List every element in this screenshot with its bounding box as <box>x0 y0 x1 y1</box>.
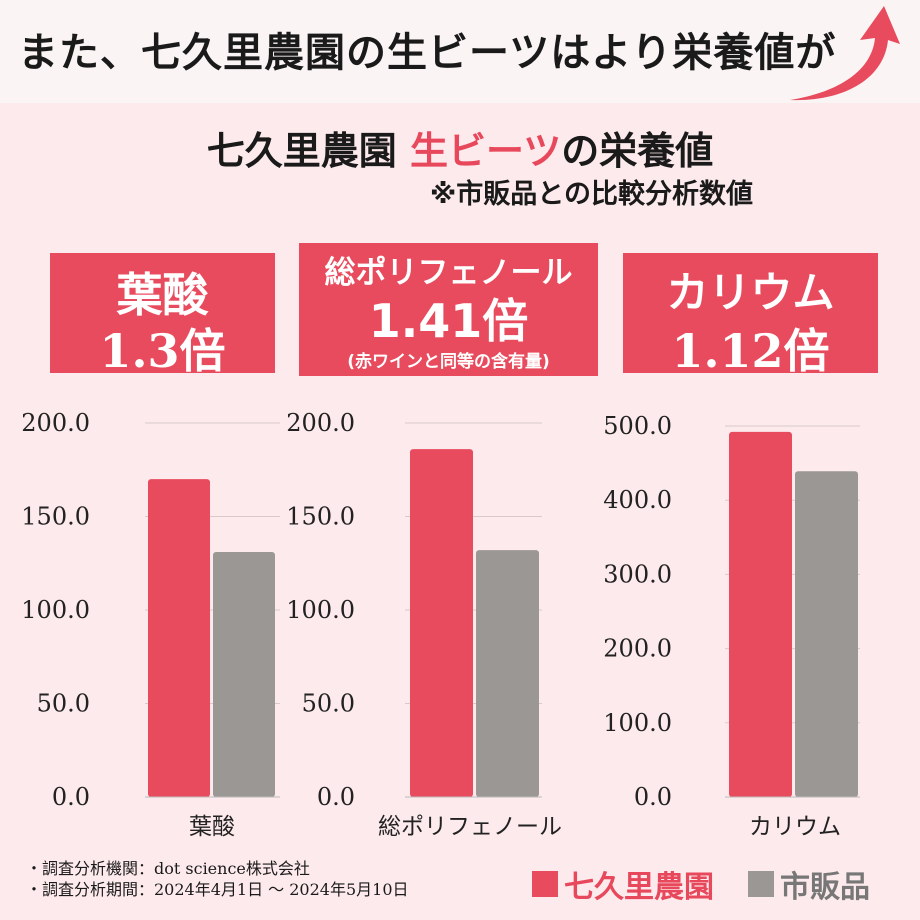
y-tick-label: 50.0 <box>302 690 355 718</box>
y-tick-label: 200.0 <box>286 409 355 437</box>
legend-market-label: 市販品 <box>780 870 870 905</box>
badge-polyphenol-label: 総ポリフェノール <box>324 255 573 291</box>
bar <box>148 479 210 797</box>
x-category-label: カリウム <box>749 814 841 840</box>
bar <box>213 552 275 797</box>
x-category-label: 葉酸 <box>189 814 235 840</box>
badge-polyphenol-ratio: 1.41倍 <box>368 294 529 348</box>
y-tick-label: 150.0 <box>21 503 90 531</box>
bar <box>476 550 539 797</box>
legend-market: 市販品 <box>748 862 870 906</box>
y-tick-label: 300.0 <box>603 560 672 588</box>
legend-farm: 七久里農園 <box>532 862 714 906</box>
bar <box>410 449 473 797</box>
top-banner <box>0 0 920 103</box>
footnotes: ・調査分析機関：dot science株式会社 ・調査分析期間：2024年4月1… <box>26 858 409 900</box>
badge-folate-ratio: 1.3倍 <box>99 324 226 373</box>
y-tick-label: 100.0 <box>286 596 355 624</box>
y-tick-label: 200.0 <box>603 635 672 663</box>
title-farm: 七久里農園 <box>206 129 397 173</box>
y-tick-label: 100.0 <box>603 709 672 737</box>
chart-title: 七久里農園 生ビーツの栄養値 <box>0 120 920 175</box>
y-tick-label: 400.0 <box>603 486 672 514</box>
y-tick-label: 100.0 <box>21 596 90 624</box>
y-tick-label: 200.0 <box>21 409 90 437</box>
badge-folate-label: 葉酸 <box>116 268 209 322</box>
badge-potassium-label: カリウム <box>666 268 835 317</box>
headline: また、七久里農園の生ビーツはより栄養値が <box>18 30 837 76</box>
legend-farm-swatch <box>532 871 558 897</box>
footnote-period: ・調査分析期間：2024年4月1日 〜 2024年5月10日 <box>26 880 409 899</box>
y-tick-label: 50.0 <box>37 690 90 718</box>
bar <box>795 471 858 797</box>
badge-polyphenol: 総ポリフェノール 1.41倍 (赤ワインと同等の含有量) <box>299 243 598 376</box>
legend-market-swatch <box>748 871 774 897</box>
badge-potassium-ratio: 1.12倍 <box>671 324 830 373</box>
title-beets: 生ビーツ <box>409 129 562 173</box>
y-tick-label: 0.0 <box>317 783 355 811</box>
title-suffix: の栄養値 <box>561 129 714 173</box>
up-arrow-icon <box>790 6 900 101</box>
y-tick-label: 150.0 <box>286 503 355 531</box>
footnote-lab: ・調査分析機関：dot science株式会社 <box>26 859 310 878</box>
legend-farm-label: 七久里農園 <box>564 870 714 905</box>
y-tick-label: 0.0 <box>52 783 90 811</box>
bar <box>729 431 792 797</box>
x-category-label: 総ポリフェノール <box>378 814 562 840</box>
badge-polyphenol-note: (赤ワインと同等の含有量) <box>347 352 550 372</box>
y-tick-label: 500.0 <box>603 412 672 440</box>
badge-potassium: カリウム 1.12倍 <box>623 253 878 373</box>
y-tick-label: 0.0 <box>634 783 672 811</box>
badge-folate: 葉酸 1.3倍 <box>50 253 275 373</box>
chart-subtitle: ※市販品との比較分析数値 <box>430 179 753 210</box>
